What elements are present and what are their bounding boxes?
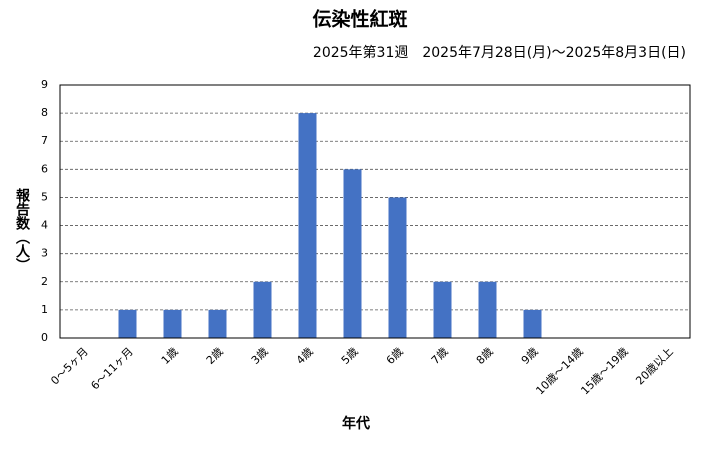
x-tick-label: 2歳 xyxy=(204,345,226,367)
y-tick-label: 6 xyxy=(41,162,48,175)
x-tick-label: 6歳 xyxy=(384,345,406,367)
bar xyxy=(478,281,497,338)
x-tick-label: 5歳 xyxy=(339,345,361,367)
x-tick-label: 0～5ヶ月 xyxy=(48,345,90,387)
x-tick-label: 10歳～14歳 xyxy=(533,345,585,397)
bar xyxy=(388,197,407,338)
x-tick-label: 9歳 xyxy=(519,345,541,367)
x-tick-label: 4歳 xyxy=(294,345,316,367)
bar xyxy=(208,309,227,338)
y-tick-label: 9 xyxy=(41,78,48,91)
y-tick-label: 3 xyxy=(41,247,48,260)
bar xyxy=(433,281,452,338)
y-tick-label: 0 xyxy=(41,331,48,344)
bar xyxy=(523,309,542,338)
x-tick-label: 20歳以上 xyxy=(633,345,675,387)
x-tick-label: 6～11ヶ月 xyxy=(88,345,135,392)
y-tick-label: 7 xyxy=(41,134,48,147)
y-tick-label: 8 xyxy=(41,106,48,119)
chart-title: 伝染性紅斑 xyxy=(312,8,407,31)
y-tick-label: 4 xyxy=(41,219,48,232)
x-tick-label: 15歳～19歳 xyxy=(578,345,630,397)
bar xyxy=(343,169,362,338)
bar xyxy=(163,309,182,338)
x-tick-label: 7歳 xyxy=(429,345,451,367)
y-tick-label: 1 xyxy=(41,303,48,316)
x-tick-label: 1歳 xyxy=(159,345,181,367)
y-tick-label: 5 xyxy=(41,190,48,203)
y-tick-label: 2 xyxy=(41,275,48,288)
bar xyxy=(253,281,272,338)
y-axis-label: 報告数（人） xyxy=(14,187,31,272)
plot-border xyxy=(59,84,691,339)
bar xyxy=(298,113,317,338)
x-tick-label: 3歳 xyxy=(249,345,271,367)
x-tick-label: 8歳 xyxy=(474,345,496,367)
x-axis-label: 年代 xyxy=(342,415,370,432)
bar xyxy=(118,309,137,338)
chart-subtitle: 2025年第31週 2025年7月28日(月)～2025年8月3日(日) xyxy=(313,44,686,61)
